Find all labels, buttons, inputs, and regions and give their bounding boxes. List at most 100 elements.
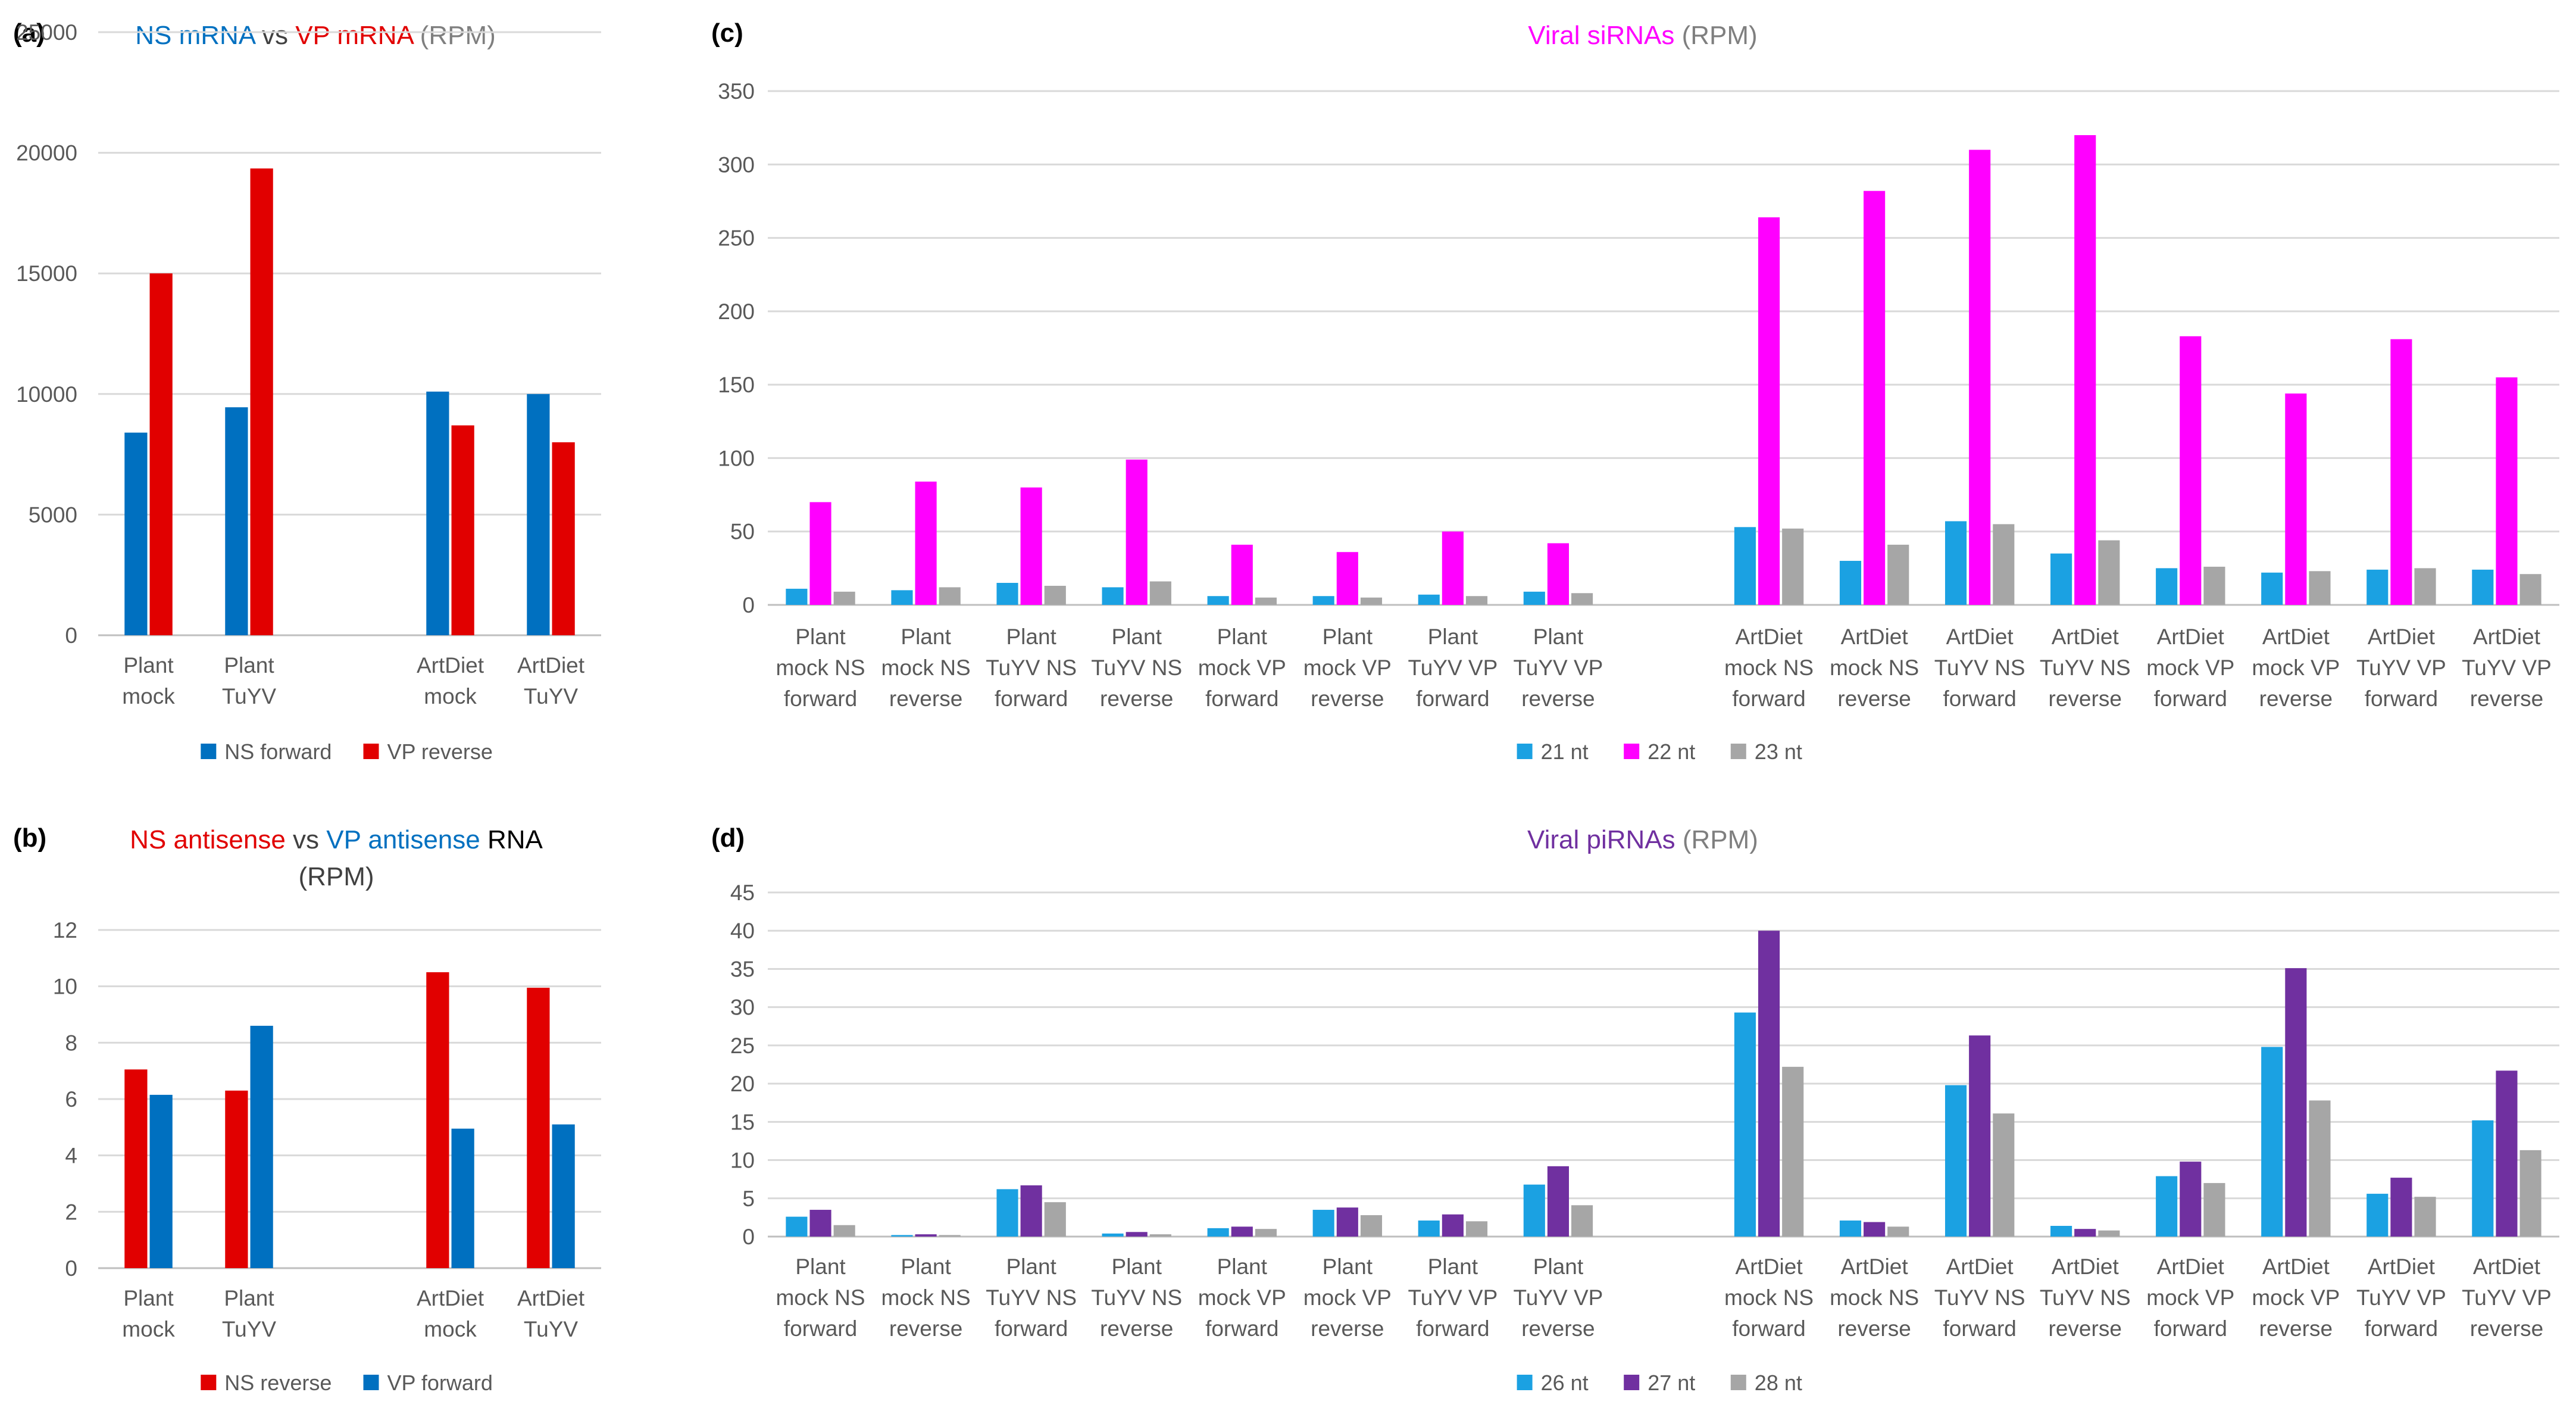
- x-tick-label: reverse: [1837, 1316, 1911, 1341]
- bar-23-nt: [1782, 528, 1804, 605]
- x-tick-label: forward: [1943, 1316, 2016, 1341]
- bar-22-nt: [1547, 543, 1570, 605]
- bar-ns-forward: [225, 407, 248, 635]
- y-tick-label: 5: [742, 1187, 755, 1211]
- x-tick-label: TuYV NS: [986, 1285, 1077, 1310]
- legend-label: VP forward: [387, 1371, 493, 1395]
- x-tick-label: TuYV: [222, 684, 276, 708]
- bar-21-nt: [786, 588, 808, 605]
- x-tick-label: forward: [2154, 686, 2227, 711]
- bar-22-nt: [1442, 531, 1464, 605]
- x-tick-label: reverse: [2049, 686, 2122, 711]
- bar-27-nt: [809, 1210, 831, 1237]
- bar-28-nt: [1360, 1215, 1383, 1237]
- x-tick-label: mock NS: [1724, 656, 1814, 680]
- x-tick-label: reverse: [1100, 686, 1173, 711]
- x-tick-label: ArtDiet: [1946, 1254, 2014, 1279]
- bar-22-nt: [1126, 459, 1148, 605]
- x-tick-label: reverse: [1311, 686, 1384, 711]
- bar-vp-reverse: [149, 273, 173, 635]
- chart-title-part: vs: [286, 825, 326, 854]
- chart-title: NS antisense vs VP antisense RNA: [130, 825, 543, 854]
- x-tick-label: TuYV NS: [1091, 656, 1182, 680]
- bar-ns-forward: [426, 391, 449, 635]
- legend-label: NS reverse: [224, 1371, 332, 1395]
- x-tick-label: reverse: [2470, 1316, 2543, 1341]
- legend: NS reverse VP forward: [201, 1371, 493, 1395]
- y-tick-label: 20: [730, 1072, 755, 1096]
- legend-swatch: [1624, 1375, 1640, 1390]
- x-tick-label: reverse: [889, 686, 962, 711]
- bar-26-nt: [1312, 1210, 1334, 1237]
- x-tick-label: ArtDiet: [2157, 1254, 2225, 1279]
- legend-swatch: [1624, 744, 1640, 759]
- legend: NS forward VP reverse: [201, 739, 493, 764]
- legend-swatch: [1517, 1375, 1533, 1390]
- x-tick-label: Plant: [123, 653, 174, 678]
- x-tick-label: forward: [2365, 686, 2438, 711]
- bar-22-nt: [1864, 191, 1886, 605]
- chart-panel-d: (d) Viral piRNAs (RPM) 0 5 10 15 20 25 30 35 40 45 P…: [711, 823, 2559, 1395]
- bar-27-nt: [2074, 1229, 2096, 1237]
- bar-22-nt: [2390, 339, 2412, 605]
- x-tick-label: TuYV VP: [2356, 1285, 2446, 1310]
- bar-23-nt: [2203, 566, 2225, 605]
- y-tick-label: 250: [718, 226, 755, 251]
- bar-21-nt: [891, 590, 913, 605]
- chart-panel-c: (c) Viral siRNAs (RPM) 0 50 100 150 200 250 300 3…: [711, 18, 2559, 764]
- x-tick-label: ArtDiet: [2473, 1254, 2541, 1279]
- x-tick-label: TuYV VP: [1514, 656, 1603, 680]
- legend-swatch: [363, 1375, 379, 1390]
- chart-panel-b: (b) NS antisense vs VP antisense RNA (RPM)…: [13, 823, 601, 1395]
- y-tick-label: 0: [742, 593, 755, 617]
- bar-26-nt: [1839, 1221, 1862, 1237]
- x-tick-label: mock VP: [2252, 1285, 2340, 1310]
- y-tick-label: 45: [730, 881, 755, 905]
- bar-21-nt: [996, 583, 1018, 605]
- y-tick-label: 40: [730, 919, 755, 943]
- x-tick-label: ArtDiet: [1841, 625, 1909, 649]
- bar-26-nt: [2050, 1226, 2072, 1237]
- y-tick-label: 200: [718, 299, 755, 324]
- y-tick-label: 2: [65, 1200, 77, 1224]
- x-tick-label: ArtDiet: [2052, 1254, 2119, 1279]
- bar-ns-reverse: [124, 1069, 148, 1268]
- bar-26-nt: [2472, 1120, 2494, 1237]
- bar-27-nt: [2285, 968, 2307, 1237]
- x-tick-label: mock NS: [776, 1285, 865, 1310]
- x-tick-label: ArtDiet: [1946, 625, 2014, 649]
- x-tick-label: reverse: [1521, 686, 1595, 711]
- y-tick-label: 10000: [16, 382, 77, 407]
- x-tick-label: mock NS: [881, 656, 971, 680]
- bar-27-nt: [1020, 1185, 1042, 1237]
- bar-21-nt: [1839, 561, 1862, 605]
- bar-21-nt: [1312, 596, 1334, 605]
- bar-23-nt: [1149, 581, 1171, 605]
- y-tick-label: 35: [730, 957, 755, 981]
- x-tick-label: Plant: [1428, 625, 1478, 649]
- x-tick-label: Plant: [1533, 1254, 1584, 1279]
- chart-title-part: (RPM): [1674, 21, 1757, 50]
- bar-28-nt: [1465, 1221, 1488, 1237]
- x-tick-label: Plant: [1533, 625, 1584, 649]
- x-tick-label: Plant: [1112, 625, 1162, 649]
- bar-27-nt: [1231, 1226, 1253, 1237]
- bar-27-nt: [1758, 931, 1780, 1237]
- x-tick-label: TuYV NS: [2040, 656, 2131, 680]
- bar-23-nt: [1465, 596, 1488, 605]
- y-tick-label: 25: [730, 1034, 755, 1058]
- x-tick-label: forward: [2365, 1316, 2438, 1341]
- legend: 21 nt 22 nt 23 nt: [1517, 739, 1802, 764]
- x-tick-label: Plant: [1323, 625, 1373, 649]
- x-tick-label: forward: [1732, 1316, 1805, 1341]
- x-tick-label: ArtDiet: [1736, 625, 1803, 649]
- bar-22-nt: [915, 481, 937, 605]
- x-tick-label: reverse: [2049, 1316, 2122, 1341]
- x-tick-label: reverse: [889, 1316, 962, 1341]
- bar-26-nt: [996, 1189, 1018, 1237]
- y-tick-label: 10: [730, 1148, 755, 1173]
- legend: 26 nt 27 nt 28 nt: [1517, 1371, 1802, 1395]
- x-tick-label: ArtDiet: [2473, 625, 2541, 649]
- bar-vp-forward: [552, 1124, 575, 1268]
- y-tick-label: 20000: [16, 141, 77, 166]
